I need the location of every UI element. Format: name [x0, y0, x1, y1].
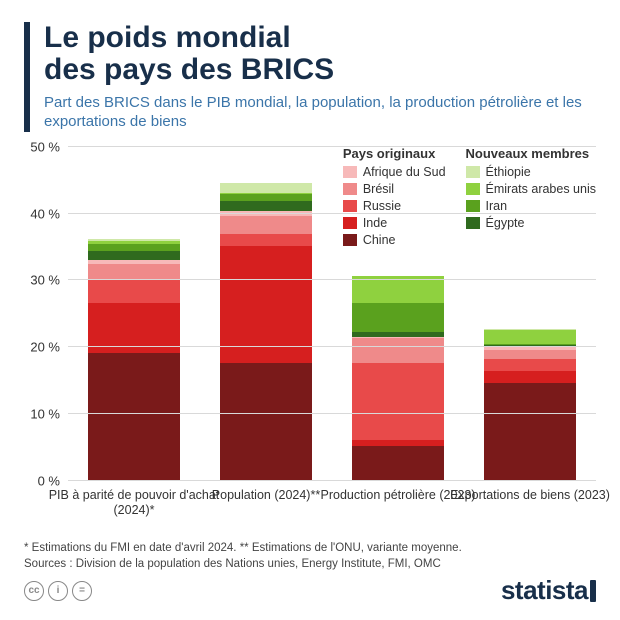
bar-stack: [88, 146, 180, 480]
cc-license-icons: cci=: [24, 581, 92, 601]
legend-item: Émirats arabes unis: [466, 182, 596, 197]
bar-segment-russie: [484, 359, 576, 371]
legend-group-title: Nouveaux membres: [466, 146, 596, 161]
legend-item: Chine: [343, 233, 446, 248]
bar-segment-bresil: [352, 338, 444, 363]
bar-stack: [220, 146, 312, 480]
cc-badge-icon: cc: [24, 581, 44, 601]
legend-item: Inde: [343, 216, 446, 231]
legend-swatch-icon: [466, 166, 480, 178]
legend-swatch-icon: [466, 217, 480, 229]
bar-slot: Population (2024)**: [200, 146, 332, 480]
legend-group: Nouveaux membres Éthiopie Émirats arabes u…: [466, 146, 596, 250]
x-axis-label: Exportations de biens (2023): [444, 488, 616, 503]
y-axis-label: 20 %: [30, 340, 68, 355]
bar-slot: PIB à parité de pouvoir d'achat (2024)*: [68, 146, 200, 480]
bar-segment-bresil: [220, 216, 312, 234]
legend-label: Afrique du Sud: [363, 165, 446, 180]
bar-segment-chine: [88, 353, 180, 480]
title-block: Le poids mondial des pays des BRICS Part…: [24, 22, 596, 132]
bar-segment-iran: [220, 194, 312, 201]
bar-segment-chine: [484, 383, 576, 480]
legend-group: Pays originaux Afrique du Sud Brésil Russie…: [343, 146, 446, 250]
bar-segment-egypte: [220, 201, 312, 210]
legend-label: Inde: [363, 216, 387, 231]
bar-segment-iran: [352, 303, 444, 332]
y-axis-label: 30 %: [30, 273, 68, 288]
legend-swatch-icon: [466, 183, 480, 195]
legend-label: Iran: [486, 199, 508, 214]
y-axis-label: 0 %: [38, 473, 68, 488]
y-axis-label: 50 %: [30, 139, 68, 154]
y-axis-label: 10 %: [30, 406, 68, 421]
legend-item: Éthiopie: [466, 165, 596, 180]
bar-segment-emirats: [484, 330, 576, 344]
legend-label: Émirats arabes unis: [486, 182, 596, 197]
bar-segment-iran: [88, 244, 180, 251]
legend-item: Iran: [466, 199, 596, 214]
legend-item: Brésil: [343, 182, 446, 197]
logo-mark-icon: [590, 580, 596, 602]
bar-segment-russie: [88, 279, 180, 302]
legend-item: Afrique du Sud: [343, 165, 446, 180]
title-line-1: Le poids mondial: [44, 21, 291, 54]
cc-badge-icon: =: [72, 581, 92, 601]
legend-swatch-icon: [343, 200, 357, 212]
bar-segment-inde: [484, 371, 576, 383]
legend-swatch-icon: [343, 234, 357, 246]
legend-label: Éthiopie: [486, 165, 531, 180]
bar-segment-ethiopie: [220, 183, 312, 194]
gridline: 10 %: [68, 413, 596, 414]
chart-subtitle: Part des BRICS dans le PIB mondial, la p…: [44, 93, 596, 132]
legend-group-title: Pays originaux: [343, 146, 446, 161]
y-axis-label: 40 %: [30, 206, 68, 221]
legend-label: Égypte: [486, 216, 525, 231]
statista-logo: statista: [501, 575, 596, 606]
footnote-sources: Sources : Division de la population des …: [24, 556, 596, 572]
legend-label: Russie: [363, 199, 401, 214]
bar-segment-bresil: [88, 264, 180, 279]
bar-segment-chine: [352, 446, 444, 479]
gridline: 30 %: [68, 279, 596, 280]
bar-segment-chine: [220, 363, 312, 480]
legend: Pays originaux Afrique du Sud Brésil Russie…: [343, 146, 596, 250]
gridline: 20 %: [68, 346, 596, 347]
cc-badge-icon: i: [48, 581, 68, 601]
footer: cci= statista: [24, 575, 596, 606]
footnotes: * Estimations du FMI en date d'avril 202…: [24, 540, 596, 572]
footnote-estimations: * Estimations du FMI en date d'avril 202…: [24, 540, 596, 556]
legend-label: Brésil: [363, 182, 394, 197]
chart-title: Le poids mondial des pays des BRICS: [44, 22, 596, 87]
bar-segment-inde: [352, 440, 444, 447]
bar-segment-egypte: [88, 251, 180, 260]
legend-swatch-icon: [466, 200, 480, 212]
chart: PIB à parité de pouvoir d'achat (2024)*P…: [24, 146, 596, 526]
legend-item: Russie: [343, 199, 446, 214]
bar-segment-russie: [352, 363, 444, 440]
bar-segment-bresil: [484, 350, 576, 359]
legend-item: Égypte: [466, 216, 596, 231]
legend-label: Chine: [363, 233, 396, 248]
legend-swatch-icon: [343, 183, 357, 195]
legend-swatch-icon: [343, 217, 357, 229]
bar-segment-russie: [220, 234, 312, 246]
title-line-2: des pays des BRICS: [44, 53, 334, 86]
legend-swatch-icon: [343, 166, 357, 178]
gridline: 0 %: [68, 480, 596, 481]
